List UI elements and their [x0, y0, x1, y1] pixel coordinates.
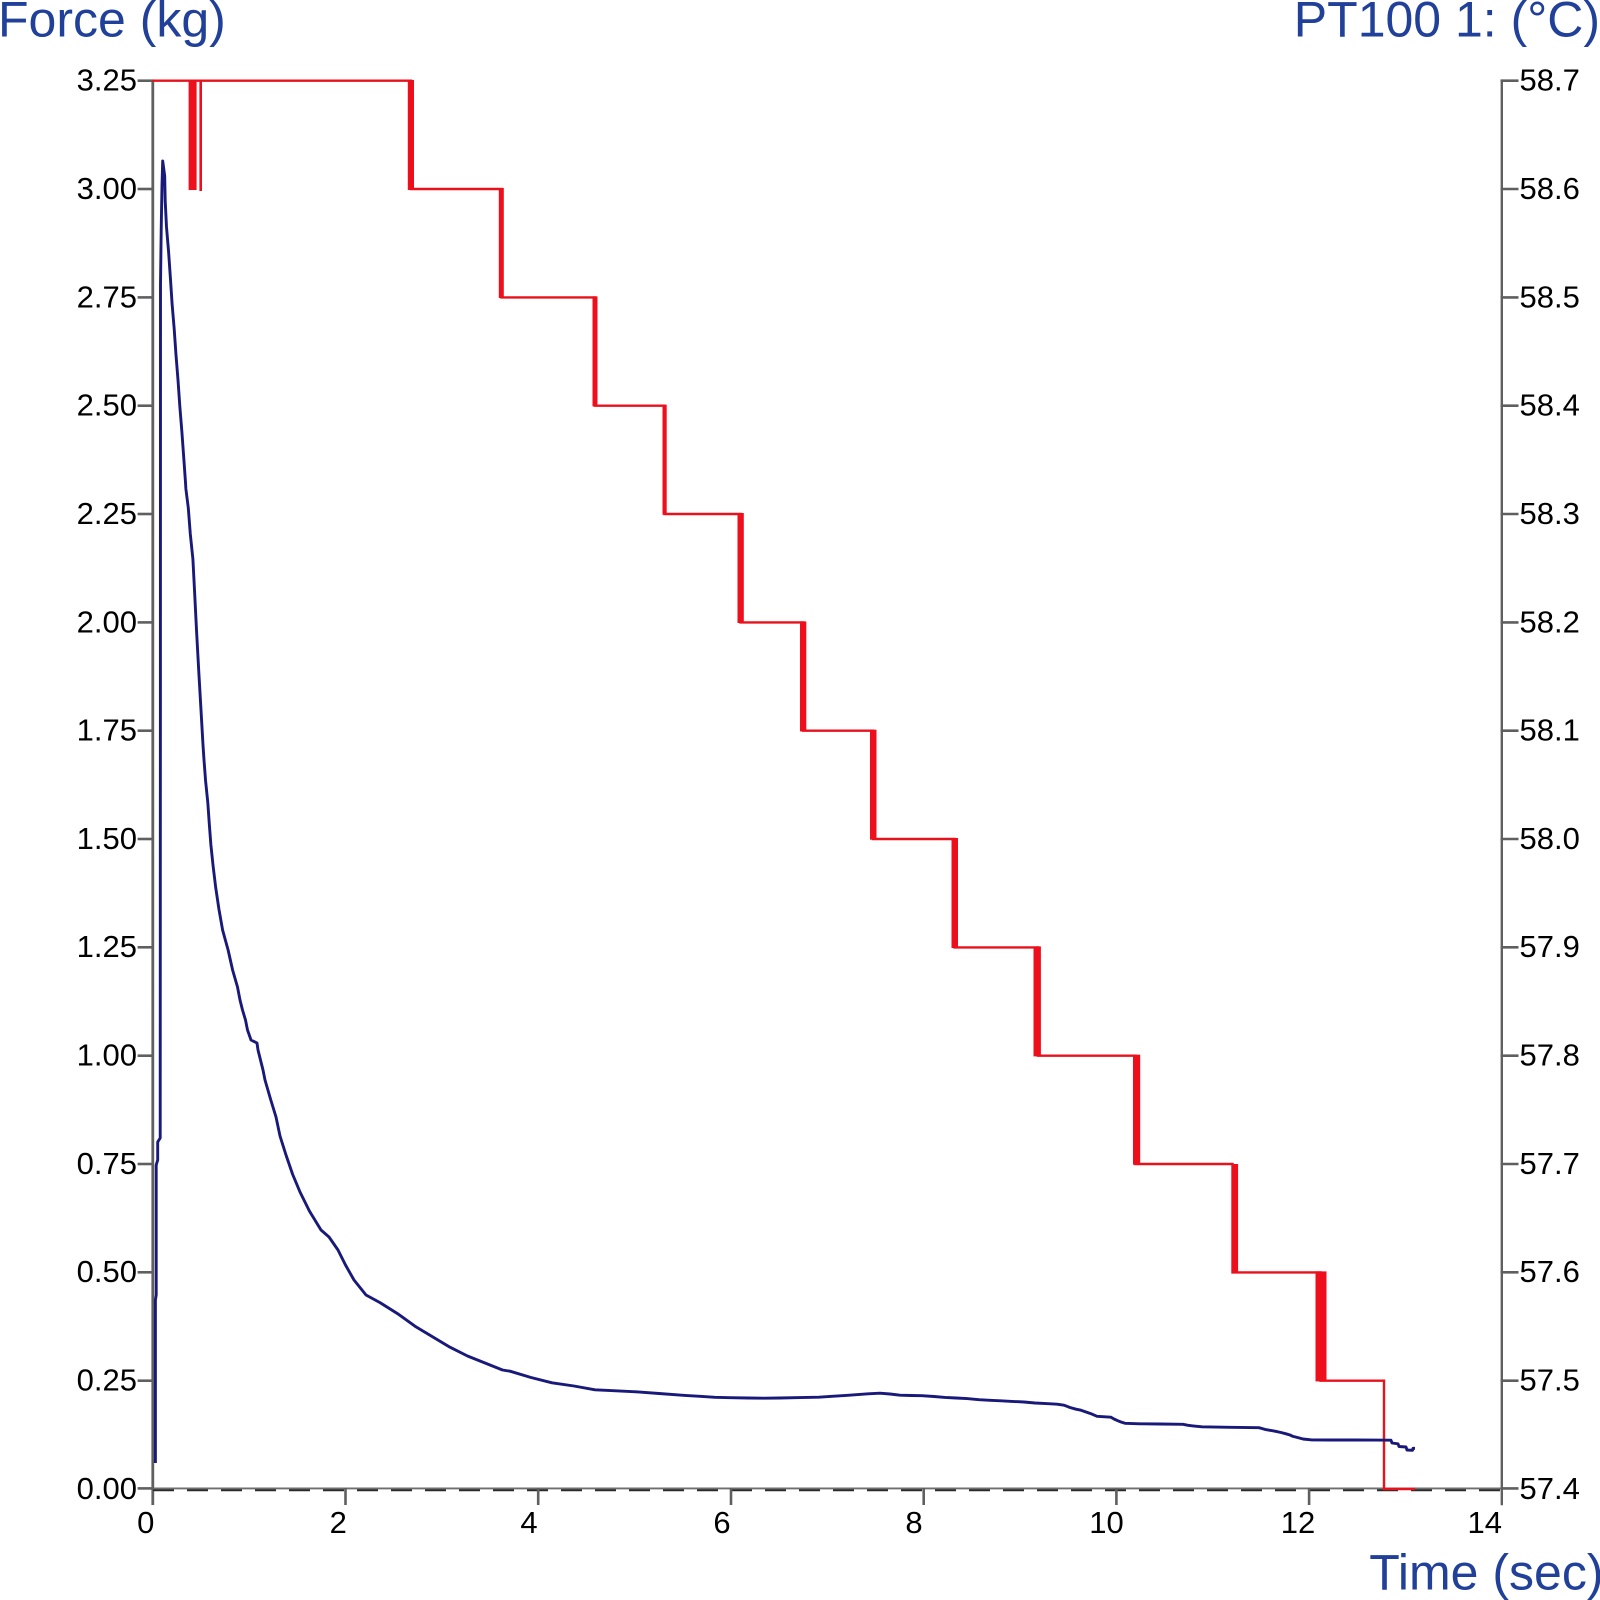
svg-text:2.75: 2.75 — [77, 279, 137, 314]
svg-text:14: 14 — [1467, 1505, 1501, 1540]
svg-text:1.50: 1.50 — [77, 821, 137, 856]
svg-text:2: 2 — [330, 1505, 347, 1540]
svg-text:Force (kg): Force (kg) — [0, 0, 226, 48]
svg-text:1.00: 1.00 — [77, 1038, 137, 1073]
svg-text:2.25: 2.25 — [77, 496, 137, 531]
svg-text:57.7: 57.7 — [1520, 1146, 1580, 1181]
svg-text:12: 12 — [1281, 1505, 1315, 1540]
svg-text:58.4: 58.4 — [1520, 388, 1580, 423]
svg-text:58.5: 58.5 — [1520, 279, 1580, 314]
svg-text:0.25: 0.25 — [77, 1363, 137, 1398]
svg-text:58.3: 58.3 — [1520, 496, 1580, 531]
svg-text:57.4: 57.4 — [1520, 1471, 1580, 1506]
svg-text:58.1: 58.1 — [1520, 713, 1580, 748]
svg-text:Time (sec): Time (sec) — [1369, 1545, 1600, 1600]
svg-text:6: 6 — [713, 1505, 730, 1540]
svg-text:PT100 1: (°C): PT100 1: (°C) — [1294, 0, 1600, 48]
svg-text:58.6: 58.6 — [1520, 171, 1580, 206]
svg-text:57.8: 57.8 — [1520, 1038, 1580, 1073]
svg-text:0.75: 0.75 — [77, 1146, 137, 1181]
svg-text:58.7: 58.7 — [1520, 63, 1580, 98]
svg-text:58.0: 58.0 — [1520, 821, 1580, 856]
svg-text:3.00: 3.00 — [77, 171, 137, 206]
svg-text:2.00: 2.00 — [77, 604, 137, 639]
svg-text:3.25: 3.25 — [77, 63, 137, 98]
svg-text:8: 8 — [905, 1505, 922, 1540]
svg-text:2.50: 2.50 — [77, 388, 137, 423]
svg-text:57.5: 57.5 — [1520, 1363, 1580, 1398]
svg-text:1.75: 1.75 — [77, 713, 137, 748]
svg-text:1.25: 1.25 — [77, 929, 137, 964]
svg-text:0.00: 0.00 — [77, 1471, 137, 1506]
svg-text:58.2: 58.2 — [1520, 604, 1580, 639]
svg-text:57.9: 57.9 — [1520, 929, 1580, 964]
svg-text:0.50: 0.50 — [77, 1254, 137, 1289]
svg-text:10: 10 — [1089, 1505, 1123, 1540]
svg-text:0: 0 — [137, 1505, 154, 1540]
svg-text:4: 4 — [520, 1505, 537, 1540]
svg-text:57.6: 57.6 — [1520, 1254, 1580, 1289]
